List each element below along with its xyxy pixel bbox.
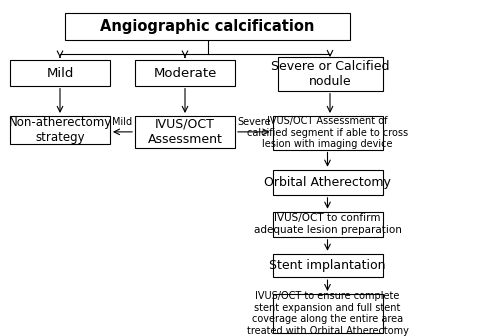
FancyBboxPatch shape bbox=[272, 254, 382, 277]
FancyBboxPatch shape bbox=[278, 57, 382, 91]
Text: Severe or Calcified
nodule: Severe or Calcified nodule bbox=[271, 60, 389, 88]
Text: Stent implantation: Stent implantation bbox=[269, 259, 386, 272]
Text: IVUS/OCT
Assessment: IVUS/OCT Assessment bbox=[148, 118, 222, 146]
Text: IVUS/OCT Assessment of
calcified segment if able to cross
lesion with imaging de: IVUS/OCT Assessment of calcified segment… bbox=[247, 116, 408, 149]
Text: Orbital Atherectomy: Orbital Atherectomy bbox=[264, 176, 391, 189]
FancyBboxPatch shape bbox=[272, 212, 382, 237]
Text: Non-atherectomy
strategy: Non-atherectomy strategy bbox=[8, 116, 112, 144]
FancyBboxPatch shape bbox=[10, 116, 110, 144]
FancyBboxPatch shape bbox=[272, 170, 382, 195]
Text: Mild: Mild bbox=[112, 117, 132, 127]
Text: Moderate: Moderate bbox=[154, 67, 216, 80]
FancyBboxPatch shape bbox=[272, 294, 382, 333]
FancyBboxPatch shape bbox=[135, 60, 235, 86]
FancyBboxPatch shape bbox=[135, 116, 235, 148]
Text: Severe: Severe bbox=[237, 117, 270, 127]
Text: Mild: Mild bbox=[46, 67, 74, 80]
FancyBboxPatch shape bbox=[272, 116, 382, 150]
FancyBboxPatch shape bbox=[65, 13, 350, 40]
Text: IVUS/OCT to ensure complete
stent expansion and full stent
coverage along the en: IVUS/OCT to ensure complete stent expans… bbox=[246, 291, 408, 336]
FancyBboxPatch shape bbox=[10, 60, 110, 86]
Text: Angiographic calcification: Angiographic calcification bbox=[100, 19, 314, 34]
Text: IVUS/OCT to confirm
adequate lesion preparation: IVUS/OCT to confirm adequate lesion prep… bbox=[254, 213, 402, 235]
